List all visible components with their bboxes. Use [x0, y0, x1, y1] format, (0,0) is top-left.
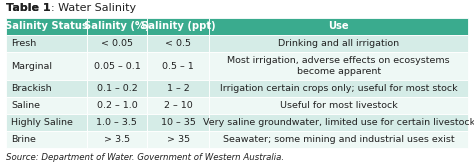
- Bar: [6, 97, 87, 114]
- Bar: [147, 114, 210, 131]
- Text: Highly Saline: Highly Saline: [11, 118, 73, 127]
- Bar: [147, 52, 210, 80]
- Text: Salinity (%): Salinity (%): [84, 21, 150, 32]
- Bar: [210, 114, 468, 131]
- Bar: [6, 131, 87, 148]
- Bar: [210, 35, 468, 52]
- Text: < 0.05: < 0.05: [101, 39, 133, 48]
- Bar: [87, 80, 147, 97]
- Bar: [87, 114, 147, 131]
- Bar: [210, 52, 468, 80]
- Bar: [210, 18, 468, 35]
- Text: Salinity (ppt): Salinity (ppt): [141, 21, 215, 32]
- Bar: [6, 18, 87, 35]
- Text: Use: Use: [328, 21, 349, 32]
- Text: 10 – 35: 10 – 35: [161, 118, 196, 127]
- Text: Seawater; some mining and industrial uses exist: Seawater; some mining and industrial use…: [223, 135, 455, 144]
- Bar: [210, 80, 468, 97]
- Bar: [210, 131, 468, 148]
- Text: Very saline groundwater, limited use for certain livestock: Very saline groundwater, limited use for…: [202, 118, 474, 127]
- Bar: [147, 35, 210, 52]
- Text: Table 1: Table 1: [6, 3, 51, 13]
- Bar: [6, 80, 87, 97]
- Bar: [6, 52, 87, 80]
- Bar: [210, 97, 468, 114]
- Text: Useful for most livestock: Useful for most livestock: [280, 101, 398, 110]
- Text: 0.05 – 0.1: 0.05 – 0.1: [93, 62, 140, 70]
- Bar: [87, 97, 147, 114]
- Bar: [147, 97, 210, 114]
- Text: Source: Department of Water. Government of Western Australia.: Source: Department of Water. Government …: [6, 153, 284, 163]
- Text: Brine: Brine: [11, 135, 36, 144]
- Text: Fresh: Fresh: [11, 39, 36, 48]
- Text: Marginal: Marginal: [11, 62, 52, 70]
- Text: Brackish: Brackish: [11, 84, 52, 93]
- Bar: [6, 35, 87, 52]
- Text: 1 – 2: 1 – 2: [167, 84, 190, 93]
- Text: Table 1: Table 1: [6, 3, 51, 13]
- Bar: [87, 52, 147, 80]
- Text: 0.1 – 0.2: 0.1 – 0.2: [97, 84, 137, 93]
- Text: : Water Salinity: : Water Salinity: [51, 3, 136, 13]
- Text: Drinking and all irrigation: Drinking and all irrigation: [278, 39, 399, 48]
- Text: > 35: > 35: [166, 135, 190, 144]
- Text: 1.0 – 3.5: 1.0 – 3.5: [96, 118, 137, 127]
- Text: 0.2 – 1.0: 0.2 – 1.0: [97, 101, 137, 110]
- Text: Saline: Saline: [11, 101, 40, 110]
- Text: 0.5 – 1: 0.5 – 1: [162, 62, 194, 70]
- Text: > 3.5: > 3.5: [104, 135, 130, 144]
- Text: < 0.5: < 0.5: [165, 39, 191, 48]
- Bar: [147, 80, 210, 97]
- Text: Salinity Status: Salinity Status: [5, 21, 88, 32]
- Bar: [6, 114, 87, 131]
- Bar: [147, 18, 210, 35]
- Bar: [147, 131, 210, 148]
- Bar: [87, 131, 147, 148]
- Text: Most irrigation, adverse effects on ecosystems
become apparent: Most irrigation, adverse effects on ecos…: [228, 56, 450, 76]
- Bar: [87, 35, 147, 52]
- Bar: [87, 18, 147, 35]
- Text: Irrigation certain crops only; useful for most stock: Irrigation certain crops only; useful fo…: [220, 84, 457, 93]
- Text: 2 – 10: 2 – 10: [164, 101, 192, 110]
